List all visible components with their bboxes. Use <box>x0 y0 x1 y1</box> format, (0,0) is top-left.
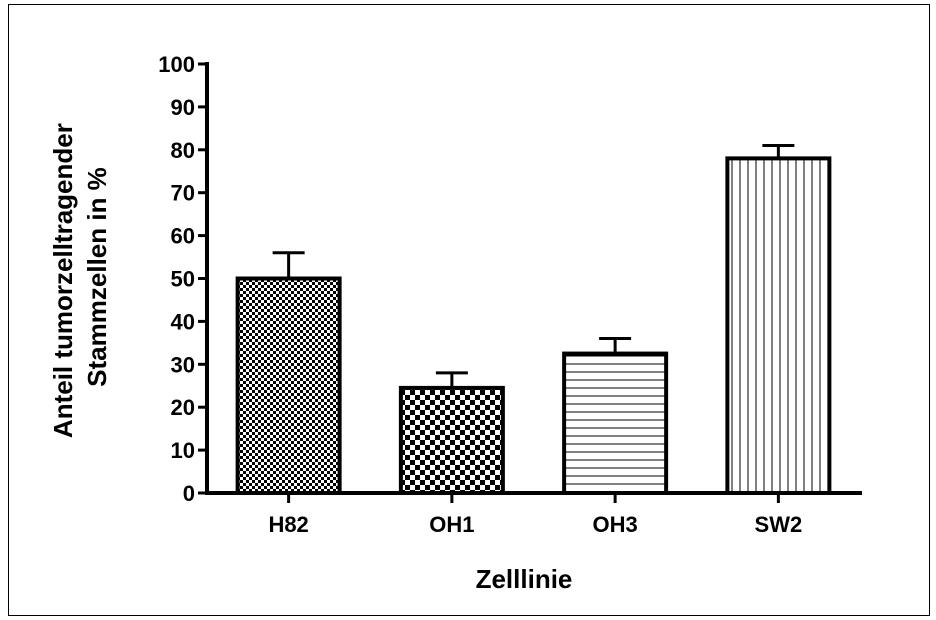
x-tick-label-oh3: OH3 <box>593 512 638 537</box>
y-tick-label: 50 <box>171 267 195 292</box>
y-tick-label: 90 <box>171 95 195 120</box>
x-axis-title: Zelllinie <box>476 564 573 594</box>
y-tick-label: 10 <box>171 438 195 463</box>
x-tick-label-oh1: OH1 <box>429 512 474 537</box>
figure-frame <box>8 4 930 616</box>
y-axis-title-line-2: Stammzellen in % <box>82 167 112 387</box>
x-tick-label-h82: H82 <box>268 512 308 537</box>
y-tick-label: 100 <box>158 52 195 77</box>
y-tick-label: 40 <box>171 309 195 334</box>
y-tick-label: 0 <box>183 481 195 506</box>
bar-sw2 <box>725 156 832 495</box>
bar-h82 <box>235 276 342 495</box>
y-tick-label: 20 <box>171 395 195 420</box>
bar-oh3 <box>562 351 669 496</box>
y-axis-title: Anteil tumorzelltragender Stammzellen in… <box>48 116 112 438</box>
y-tick-label: 80 <box>171 138 195 163</box>
y-tick-label: 70 <box>171 181 195 206</box>
y-axis-title-line-1: Anteil tumorzelltragender <box>48 123 78 438</box>
y-tick-label: 30 <box>171 352 195 377</box>
x-tick-label-sw2: SW2 <box>755 512 803 537</box>
bar-oh1 <box>398 385 505 495</box>
y-tick-label: 60 <box>171 224 195 249</box>
